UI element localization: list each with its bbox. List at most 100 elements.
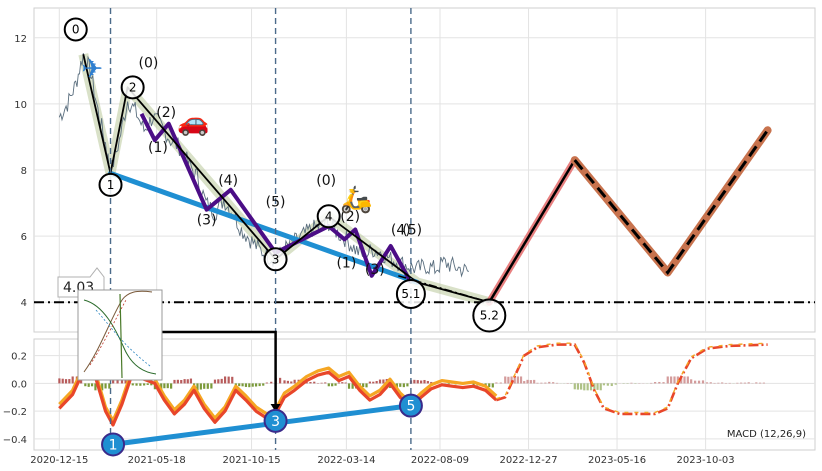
macd-histogram-bar [104,383,107,389]
panel-connector [113,330,277,410]
x-tick-label: 2022-03-14 [317,455,375,466]
macd-histogram-bar [654,382,657,384]
macd-circle-label: 1 [109,437,118,453]
wave-circle-label: 5.2 [480,308,499,322]
macd-histogram-bar [220,378,223,384]
macd-histogram-bar [265,382,268,384]
macd-histogram-bar [372,381,375,384]
macd-histogram-bar [131,383,134,386]
wave-circle-label: 0 [72,22,80,36]
x-tick-label: 2022-12-27 [499,455,557,466]
macd-histogram-bar [160,383,163,390]
wave-circle-4 [316,204,341,229]
macd-histogram-bar [602,383,605,386]
macd-histogram-bar [262,383,265,386]
macd-histogram-bar [213,379,217,384]
macd-histogram-bar [186,379,189,384]
macd-histogram-bar [71,376,74,384]
macd-histogram-bar [576,383,580,390]
macd-histogram-bar [599,383,602,391]
minor-wave-label: (1) [148,140,168,156]
macd-histogram-bar [217,379,220,384]
macd-histogram-bar [683,376,686,384]
macd-histogram-bar [507,376,510,384]
macd-histogram-bar [341,382,344,384]
macd-histogram-bar [533,379,536,384]
macd-circle-label: 5 [406,399,415,415]
macd-histogram-bar [586,383,589,391]
macd-histogram-bar [206,383,209,389]
macd-histogram-bar [495,382,498,384]
x-tick-label: 2022-08-09 [411,455,469,466]
macd-histogram-bar [258,383,261,387]
minor-wave-label: (3) [365,262,385,278]
macd-histogram-bar [305,381,308,384]
wave-circle-5.1 [395,278,426,309]
macd-circle-1 [101,432,126,457]
macd-histogram-bar [666,376,669,384]
macd-histogram-bar [368,381,371,384]
y-tick-label-bottom: −0.2 [3,407,27,418]
macd-histogram-bar [593,383,596,390]
macd-histogram-bar [61,378,64,384]
macd-histogram-bar [709,382,712,384]
macd-histogram-bar [290,381,293,384]
y-tick-label-top: 6 [21,232,27,243]
macd-histogram-bar [227,376,230,384]
macd-histogram-bar [362,383,365,388]
macd-histogram-bar [163,383,166,389]
macd-histogram-bar [278,377,282,384]
macd-histogram-bar [231,376,234,384]
macd-histogram-bar [580,383,583,390]
macd-histogram-bar [146,383,149,385]
macd-histogram-bar [491,383,494,388]
macd-histogram-bar [420,380,423,384]
macd-histogram-bar [344,382,347,384]
macd-histogram-bar [248,383,251,388]
x-tick-label: 2021-10-15 [222,455,280,466]
y-tick-label-top: 8 [21,166,27,177]
macd-histogram-bar [472,383,475,386]
macd-histogram-bar [365,383,368,388]
macd-histogram-bar [84,383,87,387]
macd-histogram-bar [697,380,701,384]
macd-histogram-bar [516,376,519,384]
macd-histogram-bar [101,383,104,391]
macd-histogram-bar [375,381,378,384]
macd-histogram-bar [180,380,183,384]
price-line [58,53,470,278]
macd-histogram-bar [721,382,724,384]
macd-histogram-bar [203,383,206,389]
macd-histogram-bar [686,376,689,384]
macd-histogram-bar [596,383,599,390]
macd-histogram-bar [426,381,429,384]
macd-histogram-bar [223,376,227,384]
macd-histogram-bar [583,383,586,391]
macd-histogram-bar [717,382,720,384]
macd-histogram-bar [324,382,327,384]
macd-histogram-bar [196,383,199,391]
y-tick-label-bottom: −0.4 [3,435,27,446]
macd-histogram-bar [270,381,273,384]
macd-histogram-bar [499,382,502,384]
macd-histogram-bar [176,379,179,384]
macd-histogram-bar [139,383,142,386]
macd-histogram-bar [614,383,617,385]
forecast-dashed-line [573,129,769,275]
macd-histogram-bar [740,382,743,384]
macd-histogram-bar [526,379,529,384]
macd-histogram-bar [402,383,405,388]
macd-histogram-bar [210,383,213,389]
macd-histogram-bar [519,376,523,384]
macd-histogram-bar [504,376,507,384]
macd-histogram-bar [238,383,241,387]
macd-histogram-bar [413,379,416,384]
macd-histogram-bar [395,383,398,388]
x-tick-label: 2020-12-15 [30,455,88,466]
macd-histogram-bar [399,383,402,387]
macd-histogram-bar [758,382,762,384]
macd-histogram-bar [331,383,334,387]
macd-circle-5 [398,393,423,418]
macd-histogram-bar [320,382,323,384]
